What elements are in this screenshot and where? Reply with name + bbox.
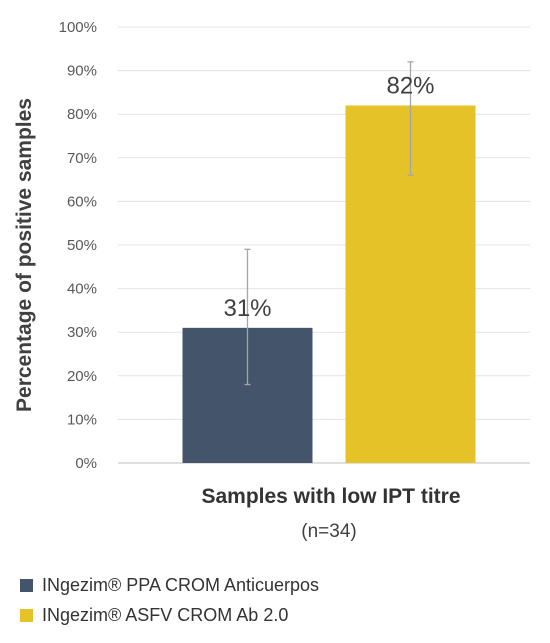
y-tick-label: 40%: [67, 281, 97, 298]
data-label: 82%: [386, 72, 434, 99]
y-tick-label: 20%: [67, 368, 97, 385]
y-tick-label: 0%: [75, 455, 97, 472]
legend-swatch-asfv: [20, 608, 33, 622]
x-axis-sublabel: (n=34): [301, 521, 356, 542]
legend: INgezim® PPA CROM Anticuerpos INgezim® A…: [20, 570, 319, 630]
y-tick-label: 50%: [67, 237, 97, 254]
legend-swatch-ppa: [20, 578, 33, 592]
x-axis-label: Samples with low IPT titre: [201, 485, 460, 508]
legend-item-asfv: INgezim® ASFV CROM Ab 2.0: [20, 600, 319, 630]
y-tick-label: 60%: [67, 193, 97, 210]
y-tick-label: 100%: [59, 19, 97, 36]
data-labels: 31% 82%: [223, 72, 434, 321]
y-tick-label: 80%: [67, 106, 97, 123]
data-label: 31%: [223, 295, 271, 322]
y-tick-label: 10%: [67, 411, 97, 428]
legend-label-ppa: INgezim® PPA CROM Anticuerpos: [42, 574, 320, 595]
y-tick-label: 90%: [67, 63, 97, 80]
error-bars: [244, 61, 414, 386]
bars: [182, 105, 476, 463]
y-tick-label: 30%: [67, 324, 97, 341]
legend-item-ppa: INgezim® PPA CROM Anticuerpos: [20, 570, 319, 600]
y-axis-ticks: 0% 10% 20% 30% 40% 50% 60% 70% 80% 90% 100%: [59, 19, 97, 472]
bar-chart: 0% 10% 20% 30% 40% 50% 60% 70% 80% 90% 100% 31% 82%…: [13, 19, 530, 542]
y-tick-label: 70%: [67, 150, 97, 167]
legend-label-asfv: INgezim® ASFV CROM Ab 2.0: [42, 604, 289, 625]
y-axis-label: Percentage of positive samples: [13, 98, 36, 412]
